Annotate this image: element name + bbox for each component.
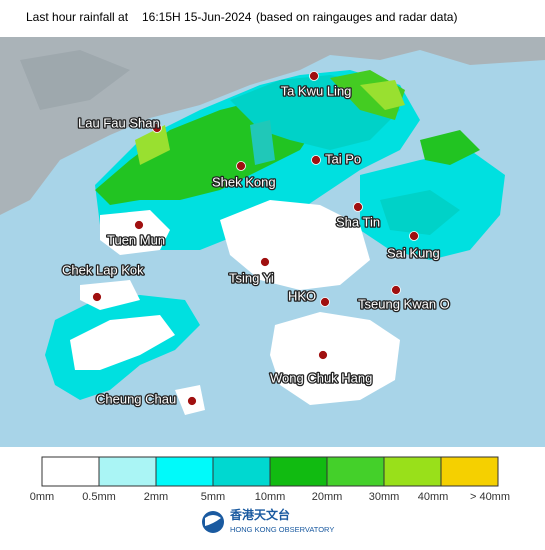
location-dot [391, 285, 401, 295]
legend-label: 20mm [312, 491, 343, 503]
map-background [0, 37, 545, 447]
place-label: Sha Tin [336, 214, 380, 229]
place-label: Tuen Mun [107, 232, 165, 247]
logo-english: HONG KONG OBSERVATORY [230, 525, 334, 534]
legend-swatch [440, 456, 499, 487]
place-label: HKO [288, 288, 316, 303]
legend-swatch [383, 456, 442, 487]
legend-swatch [269, 456, 328, 487]
title: Last hour rainfall at [26, 10, 129, 24]
legend-swatch [212, 456, 271, 487]
legend-label: 0.5mm [82, 491, 116, 503]
location-dot [134, 220, 144, 230]
place-label: Ta Kwu Ling [281, 83, 352, 98]
place-label: Cheung Chau [96, 391, 176, 406]
legend-swatch [326, 456, 385, 487]
location-dot [187, 396, 197, 406]
place-label: Tai Po [325, 151, 361, 166]
legend-label: 30mm [369, 491, 400, 503]
legend-label: 2mm [144, 491, 168, 503]
place-label: Sai Kung [387, 245, 440, 260]
legend-label: 5mm [201, 491, 225, 503]
location-dot [311, 155, 321, 165]
location-dot [260, 257, 270, 267]
legend-label: 10mm [255, 491, 286, 503]
note: (based on raingauges and radar data) [256, 10, 457, 24]
places: Ta Kwu Ling Lau Fau Shan Shek Kong Tai Po Sh… [61, 71, 451, 408]
legend-label: > 40mm [470, 491, 510, 503]
place-label: Chek Lap Kok [62, 262, 144, 277]
logo: 香港天文台 HONG KONG OBSERVATORY [202, 507, 334, 534]
location-dot [309, 71, 319, 81]
location-dot [320, 297, 330, 307]
location-dot [409, 231, 419, 241]
place-label: Wong Chuk Hang [270, 370, 372, 385]
legend-swatch [41, 456, 100, 487]
logo-chinese: 香港天文台 [229, 507, 290, 522]
location-dot [152, 123, 162, 133]
legend: 0mm 0.5mm 2mm 5mm 10mm 20mm 30mm 40mm > 40mm [30, 456, 510, 503]
legend-label: 0mm [30, 491, 54, 503]
legend-label: 40mm [418, 491, 449, 503]
place-label: Lau Fau Shan [78, 115, 160, 130]
legend-swatch [155, 456, 214, 487]
location-dot [353, 202, 363, 212]
legend-swatch [98, 456, 157, 487]
place-label: Shek Kong [212, 174, 276, 189]
location-dot [318, 350, 328, 360]
time: 16:15H 15-Jun-2024 [142, 10, 252, 24]
place-label: Tseung Kwan O [358, 296, 450, 311]
place-label: Tsing Yi [229, 270, 274, 285]
location-dot [92, 292, 102, 302]
location-dot [236, 161, 246, 171]
